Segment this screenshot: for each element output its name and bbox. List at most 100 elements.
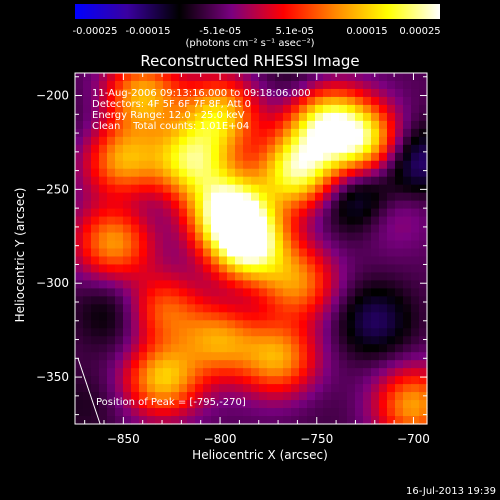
- heatmap-cell: [371, 344, 380, 353]
- heatmap-cell: [203, 256, 212, 266]
- heatmap-cell: [219, 192, 228, 202]
- heatmap-cell: [411, 144, 420, 154]
- heatmap-cell: [315, 224, 324, 234]
- heatmap-cell: [307, 128, 316, 138]
- heatmap-cell: [171, 96, 180, 106]
- heatmap-cell: [355, 73, 364, 82]
- heatmap-cell: [251, 208, 260, 218]
- heatmap-cell: [91, 240, 100, 250]
- heatmap-cell: [419, 288, 428, 297]
- heatmap-cell: [363, 288, 372, 297]
- heatmap-cell: [75, 88, 84, 98]
- heatmap-cell: [419, 392, 428, 401]
- heatmap-cell: [179, 192, 188, 202]
- heatmap-cell: [395, 248, 404, 258]
- heatmap-cell: [163, 208, 172, 218]
- heatmap-cell: [147, 392, 156, 401]
- heatmap-cell: [347, 336, 356, 345]
- heatmap-cell: [195, 328, 204, 337]
- heatmap-cell: [99, 160, 108, 170]
- heatmap-cell: [251, 152, 260, 162]
- heatmap-cell: [99, 400, 108, 409]
- heatmap-cell: [411, 336, 420, 345]
- heatmap-cell: [347, 408, 356, 417]
- heatmap-cell: [163, 392, 172, 401]
- heatmap-cell: [171, 360, 180, 369]
- heatmap-cell: [395, 184, 404, 194]
- heatmap-cell: [275, 176, 284, 186]
- heatmap-cell: [411, 360, 420, 369]
- heatmap-cell: [363, 272, 372, 282]
- heatmap-cell: [123, 288, 132, 297]
- heatmap-cell: [403, 376, 412, 385]
- heatmap-cell: [387, 408, 396, 417]
- heatmap-cell: [347, 320, 356, 329]
- heatmap-cell: [203, 224, 212, 234]
- heatmap-cell: [99, 344, 108, 353]
- heatmap-cell: [411, 104, 420, 114]
- heatmap-cell: [123, 208, 132, 218]
- heatmap-cell: [211, 104, 220, 114]
- heatmap-cell: [299, 208, 308, 218]
- heatmap-cell: [115, 120, 124, 130]
- heatmap-cell: [139, 88, 148, 98]
- heatmap-cell: [139, 272, 148, 282]
- heatmap-cell: [291, 312, 300, 321]
- heatmap-cell: [235, 192, 244, 202]
- heatmap-cell: [419, 352, 428, 361]
- heatmap-cell: [91, 184, 100, 194]
- heatmap-cell: [283, 392, 292, 401]
- heatmap-cell: [91, 408, 100, 417]
- x-tick-label: −700: [397, 432, 430, 446]
- heatmap-cell: [275, 104, 284, 114]
- heatmap-cell: [347, 384, 356, 393]
- heatmap-cell: [259, 312, 268, 321]
- heatmap-cell: [331, 216, 340, 226]
- heatmap-cell: [339, 120, 348, 130]
- heatmap-cell: [275, 80, 284, 90]
- heatmap-cell: [115, 352, 124, 361]
- heatmap-cell: [83, 112, 92, 122]
- heatmap-cell: [131, 392, 140, 401]
- heatmap-cell: [91, 208, 100, 218]
- heatmap-cell: [315, 352, 324, 361]
- heatmap-cell: [203, 80, 212, 90]
- heatmap-cell: [347, 400, 356, 409]
- heatmap-cell: [339, 144, 348, 154]
- heatmap-cell: [307, 304, 316, 313]
- heatmap-cell: [171, 328, 180, 337]
- heatmap-cell: [203, 328, 212, 337]
- heatmap-cell: [155, 136, 164, 146]
- x-tick-label: −850: [107, 432, 140, 446]
- heatmap-cell: [131, 216, 140, 226]
- heatmap-cell: [131, 408, 140, 417]
- heatmap-cell: [147, 360, 156, 369]
- heatmap-cell: [403, 288, 412, 297]
- heatmap-cell: [339, 328, 348, 337]
- heatmap-cell: [267, 152, 276, 162]
- heatmap-cell: [187, 368, 196, 377]
- heatmap-cell: [123, 200, 132, 210]
- heatmap-cell: [99, 152, 108, 162]
- heatmap-cell: [411, 96, 420, 106]
- heatmap-cell: [355, 160, 364, 170]
- heatmap-cell: [323, 160, 332, 170]
- heatmap-cell: [147, 248, 156, 258]
- heatmap-cell: [155, 280, 164, 289]
- heatmap-cell: [411, 408, 420, 417]
- heatmap-cell: [259, 112, 268, 122]
- heatmap-cell: [275, 160, 284, 170]
- heatmap-cell: [179, 264, 188, 274]
- heatmap-cell: [283, 312, 292, 321]
- heatmap-cell: [123, 264, 132, 274]
- heatmap-cell: [291, 336, 300, 345]
- heatmap-cell: [227, 408, 236, 417]
- heatmap-cell: [155, 120, 164, 130]
- heatmap-cell: [331, 104, 340, 114]
- heatmap-cell: [419, 376, 428, 385]
- heatmap-cell: [235, 320, 244, 329]
- heatmap-cell: [323, 120, 332, 130]
- heatmap-cell: [395, 336, 404, 345]
- heatmap-cell: [387, 416, 396, 425]
- heatmap-cell: [147, 328, 156, 337]
